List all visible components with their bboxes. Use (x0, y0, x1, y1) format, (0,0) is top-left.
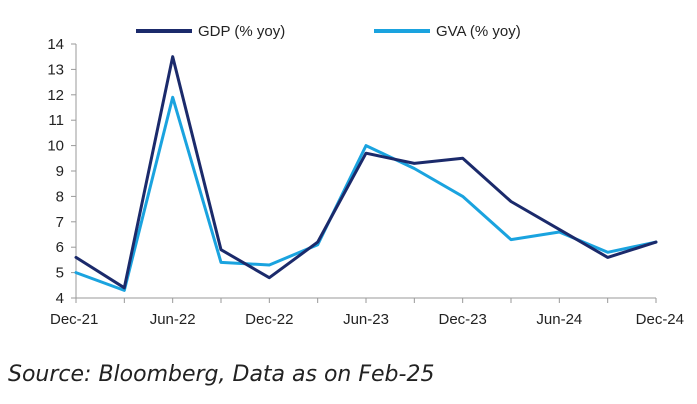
line-chart: 4 5 6 7 8 9 10 11 12 13 14 Dec-21 Jun-22 Dec-22 Jun-23… (47, 23, 684, 328)
x-tick-label: Dec-24 (636, 311, 684, 328)
y-tick-label: 14 (47, 36, 64, 53)
y-tick-label: 5 (56, 265, 64, 282)
source-note: Source: Bloomberg, Data as on Feb-25 (8, 362, 435, 387)
y-tick-label: 4 (56, 290, 64, 307)
x-tick-label: Dec-22 (245, 311, 293, 328)
y-tick-label: 7 (56, 214, 64, 231)
legend-label-gdp: GDP (% yoy) (198, 23, 285, 40)
y-tick-label: 6 (56, 239, 64, 256)
series-line-gdp (74, 55, 658, 290)
chart-legend: GDP (% yoy) GVA (% yoy) (136, 23, 521, 40)
chart-axes: 4 5 6 7 8 9 10 11 12 13 14 Dec-21 Jun-22 Dec-22 Jun-23… (47, 36, 684, 328)
x-tick-label: Dec-21 (50, 311, 98, 328)
y-tick-label: 13 (47, 61, 64, 78)
y-tick-label: 9 (56, 163, 64, 180)
series-line-gva (74, 95, 658, 292)
x-tick-label: Jun-22 (150, 311, 196, 328)
chart-series-layer (74, 55, 658, 292)
y-tick-label: 11 (48, 112, 64, 129)
x-tick-label: Jun-23 (343, 311, 389, 328)
y-tick-label: 12 (47, 87, 64, 104)
x-tick-label: Jun-24 (536, 311, 582, 328)
y-tick-label: 8 (56, 188, 64, 205)
y-tick-label: 10 (47, 138, 64, 155)
legend-label-gva: GVA (% yoy) (436, 23, 521, 40)
x-tick-label: Dec-23 (438, 311, 486, 328)
